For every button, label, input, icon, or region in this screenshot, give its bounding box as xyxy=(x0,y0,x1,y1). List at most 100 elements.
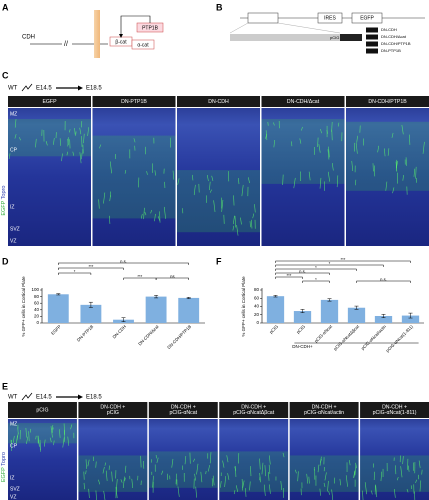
neuron-fiber xyxy=(254,204,256,213)
tissue-image xyxy=(92,108,176,246)
column-header xyxy=(360,402,429,418)
neuron-fiber xyxy=(79,127,82,135)
neuron-fiber xyxy=(63,423,66,435)
neuron-fiber xyxy=(259,458,261,470)
x-tick-label: pCIG-αNcat/actin xyxy=(360,324,387,351)
neuron-fiber xyxy=(268,464,271,474)
construct-label: DN-CDH xyxy=(381,27,397,32)
significance-label: * xyxy=(74,269,76,274)
neuron-fiber xyxy=(402,456,404,465)
neuron-fiber xyxy=(209,189,212,193)
neuron-fiber xyxy=(154,213,156,222)
column-title: pCIG-αNcatΔβcat xyxy=(233,410,274,416)
neuron-fiber xyxy=(211,175,214,181)
layer-label: VZ xyxy=(10,494,16,500)
neuron-fiber xyxy=(152,475,154,488)
neuron-fiber xyxy=(238,178,240,185)
stain-label: EGFP Topro xyxy=(1,186,7,216)
neuron-fiber xyxy=(236,224,239,236)
significance-label: * xyxy=(315,265,317,270)
neuron-fiber xyxy=(259,473,261,483)
tissue-image xyxy=(177,108,260,246)
gfp-glow xyxy=(261,119,345,184)
y-tick-label: 100 xyxy=(31,287,39,292)
tissue-image xyxy=(8,108,91,246)
neuron-fiber xyxy=(324,472,327,481)
neuron-fiber xyxy=(294,469,297,474)
column-header xyxy=(148,402,218,418)
neuron-fiber xyxy=(75,131,77,136)
neuron-fiber xyxy=(351,160,354,172)
y-axis-label: % GFP+ cells in Cortical Plate xyxy=(21,276,26,337)
layer-label: SVZ xyxy=(10,486,20,492)
column-title: DN-CDH + xyxy=(312,405,337,411)
neuron-fiber xyxy=(384,148,386,157)
neuron-fiber xyxy=(196,463,199,475)
column-title: pCIG xyxy=(107,410,119,416)
neuron-fiber xyxy=(14,119,17,128)
neuron-fiber xyxy=(323,482,326,487)
protein-box xyxy=(131,39,155,50)
column-header xyxy=(177,96,260,107)
neuron-fiber xyxy=(66,151,68,156)
panel-c: C xyxy=(2,70,9,80)
neuron-fiber xyxy=(356,135,358,143)
x-tick-label: DN-CDH xyxy=(111,324,127,340)
neuron-fiber xyxy=(177,486,180,497)
neuron-fiber xyxy=(51,427,54,434)
neuron-fiber xyxy=(85,459,87,469)
significance-bracket xyxy=(58,262,189,265)
significance-label: *** xyxy=(287,273,292,278)
neuron-fiber xyxy=(195,486,197,498)
neuron-fiber xyxy=(331,489,334,500)
neuron-fiber xyxy=(241,479,244,491)
column-title: DN-CDH + xyxy=(382,405,407,411)
column-title: DN-CDH/PTP1B xyxy=(368,99,407,105)
neuron-fiber xyxy=(331,162,334,171)
neuron-fiber xyxy=(172,170,175,180)
error-bar xyxy=(186,297,191,299)
protein-label: α-cat xyxy=(137,42,149,48)
layer-label: CP xyxy=(10,443,18,449)
significance-label: *** xyxy=(88,264,93,269)
construct-box xyxy=(366,41,378,47)
neuron-fiber xyxy=(224,476,227,488)
neuron-fiber xyxy=(120,479,123,483)
neuron-fiber xyxy=(232,225,235,231)
neuron-fiber xyxy=(144,211,147,216)
column-title: EGFP xyxy=(42,99,57,105)
column-title: pCIG-αNcat/actin xyxy=(304,410,344,416)
neuron-fiber xyxy=(79,152,82,164)
significance-label: n.s. xyxy=(299,269,306,274)
neuron-fiber xyxy=(69,129,71,133)
neuron-fiber xyxy=(282,452,285,458)
neuron-fiber xyxy=(328,491,330,495)
column-header xyxy=(261,96,345,107)
neuron-fiber xyxy=(59,138,61,146)
panel-label: A xyxy=(2,2,9,12)
neuron-fiber xyxy=(385,181,388,191)
neuron-fiber xyxy=(415,479,417,484)
neuron-fiber xyxy=(226,455,229,463)
neuron-fiber xyxy=(61,153,63,162)
neuron-fiber xyxy=(354,464,357,476)
x-tick-label: pCIG-αNcat(1-811) xyxy=(385,324,415,354)
x-tick-label: DN-PTP1B xyxy=(76,324,95,343)
significance-bracket xyxy=(155,277,189,280)
y-axis-label: % GFP+ cells in Cortical Plate xyxy=(241,276,246,337)
neuron-fiber xyxy=(109,215,111,224)
neuron-fiber xyxy=(12,435,15,443)
column-title: DN-CDH xyxy=(208,99,229,105)
column-header xyxy=(289,402,359,418)
neuron-fiber xyxy=(387,148,390,156)
neuron-fiber xyxy=(103,490,106,500)
neuron-fiber xyxy=(102,466,105,474)
panel-e: E xyxy=(2,381,8,391)
neuron-fiber xyxy=(301,126,303,131)
construct-box xyxy=(366,34,378,40)
group-label: DN-CDH+ xyxy=(292,344,313,349)
neuron-fiber xyxy=(88,488,90,498)
neuron-fiber xyxy=(95,461,97,468)
neuron-fiber xyxy=(251,219,253,229)
column-header xyxy=(346,96,429,107)
